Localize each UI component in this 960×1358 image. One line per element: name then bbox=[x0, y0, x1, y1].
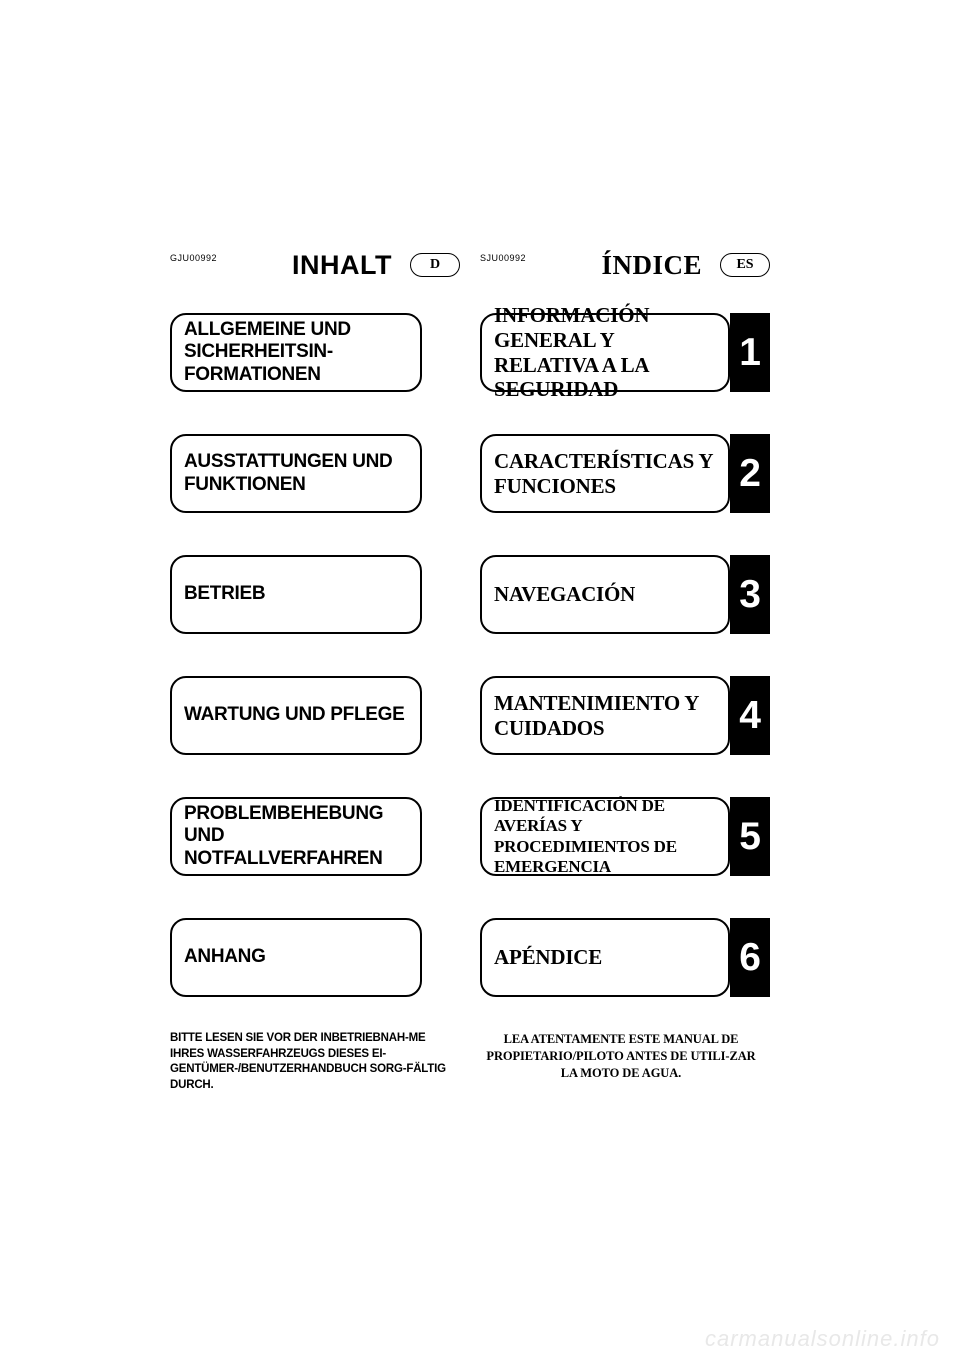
lang-pill-left: D bbox=[410, 253, 460, 277]
section-row: INFORMACIÓN GENERAL Y RELATIVA A LA SEGU… bbox=[480, 313, 770, 392]
column-right: SJU00992 ÍNDICE ES INFORMACIÓN GENERAL Y… bbox=[480, 245, 770, 1093]
header-left: GJU00992 INHALT D bbox=[170, 245, 460, 285]
section-label: MANTENIMIENTO Y CUIDADOS bbox=[494, 691, 718, 741]
section-row: IDENTIFICACIÓN DE AVERÍAS Y PROCEDIMIENT… bbox=[480, 797, 770, 876]
section-label: AUSSTATTUNGEN UND FUNKTIONEN bbox=[184, 451, 410, 496]
section-box: WARTUNG UND PFLEGE bbox=[170, 676, 422, 755]
section-box: BETRIEB bbox=[170, 555, 422, 634]
section-box: MANTENIMIENTO Y CUIDADOS bbox=[480, 676, 730, 755]
section-box: NAVEGACIÓN bbox=[480, 555, 730, 634]
section-row: BETRIEB bbox=[170, 555, 460, 634]
chapter-tab: 1 bbox=[730, 313, 770, 392]
section-label: APÉNDICE bbox=[494, 945, 602, 970]
section-box: AUSSTATTUNGEN UND FUNKTIONEN bbox=[170, 434, 422, 513]
section-row: ALLGEMEINE UND SICHERHEITSIN-FORMATIONEN bbox=[170, 313, 460, 392]
column-left: GJU00992 INHALT D ALLGEMEINE UND SICHERH… bbox=[170, 245, 460, 1093]
section-row: AUSSTATTUNGEN UND FUNKTIONEN bbox=[170, 434, 460, 513]
footer-left: BITTE LESEN SIE VOR DER INBETRIEBNAH-ME … bbox=[170, 1031, 460, 1093]
section-row: CARACTERÍSTICAS Y FUNCIONES 2 bbox=[480, 434, 770, 513]
section-label: ALLGEMEINE UND SICHERHEITSIN-FORMATIONEN bbox=[184, 319, 410, 386]
lang-pill-right: ES bbox=[720, 253, 770, 277]
section-box: ANHANG bbox=[170, 918, 422, 997]
section-label: NAVEGACIÓN bbox=[494, 582, 635, 607]
section-label: PROBLEMBEHEBUNG UND NOTFALLVERFAHREN bbox=[184, 803, 410, 870]
section-box: CARACTERÍSTICAS Y FUNCIONES bbox=[480, 434, 730, 513]
title-left: INHALT bbox=[292, 250, 392, 281]
chapter-tab: 2 bbox=[730, 434, 770, 513]
chapter-tab: 3 bbox=[730, 555, 770, 634]
section-box: PROBLEMBEHEBUNG UND NOTFALLVERFAHREN bbox=[170, 797, 422, 876]
section-box: IDENTIFICACIÓN DE AVERÍAS Y PROCEDIMIENT… bbox=[480, 797, 730, 876]
chapter-tab: 5 bbox=[730, 797, 770, 876]
chapter-tab: 6 bbox=[730, 918, 770, 997]
section-label: BETRIEB bbox=[184, 583, 265, 605]
section-label: CARACTERÍSTICAS Y FUNCIONES bbox=[494, 449, 718, 499]
section-label: WARTUNG UND PFLEGE bbox=[184, 704, 405, 726]
page: GJU00992 INHALT D ALLGEMEINE UND SICHERH… bbox=[0, 0, 960, 1358]
section-row: APÉNDICE 6 bbox=[480, 918, 770, 997]
section-row: PROBLEMBEHEBUNG UND NOTFALLVERFAHREN bbox=[170, 797, 460, 876]
doc-code-left: GJU00992 bbox=[170, 253, 217, 263]
section-label: IDENTIFICACIÓN DE AVERÍAS Y PROCEDIMIENT… bbox=[494, 796, 718, 876]
section-box: INFORMACIÓN GENERAL Y RELATIVA A LA SEGU… bbox=[480, 313, 730, 392]
title-right: ÍNDICE bbox=[601, 250, 702, 281]
section-label: ANHANG bbox=[184, 946, 266, 968]
section-row: WARTUNG UND PFLEGE bbox=[170, 676, 460, 755]
header-right: SJU00992 ÍNDICE ES bbox=[480, 245, 770, 285]
chapter-tab: 4 bbox=[730, 676, 770, 755]
section-box: APÉNDICE bbox=[480, 918, 730, 997]
columns-container: GJU00992 INHALT D ALLGEMEINE UND SICHERH… bbox=[170, 245, 810, 1093]
footer-right: LEA ATENTAMENTE ESTE MANUAL DE PROPIETAR… bbox=[480, 1031, 770, 1082]
section-box: ALLGEMEINE UND SICHERHEITSIN-FORMATIONEN bbox=[170, 313, 422, 392]
section-label: INFORMACIÓN GENERAL Y RELATIVA A LA SEGU… bbox=[494, 303, 718, 402]
section-row: NAVEGACIÓN 3 bbox=[480, 555, 770, 634]
section-row: ANHANG bbox=[170, 918, 460, 997]
doc-code-right: SJU00992 bbox=[480, 253, 526, 263]
section-row: MANTENIMIENTO Y CUIDADOS 4 bbox=[480, 676, 770, 755]
watermark: carmanualsonline.info bbox=[705, 1326, 940, 1352]
